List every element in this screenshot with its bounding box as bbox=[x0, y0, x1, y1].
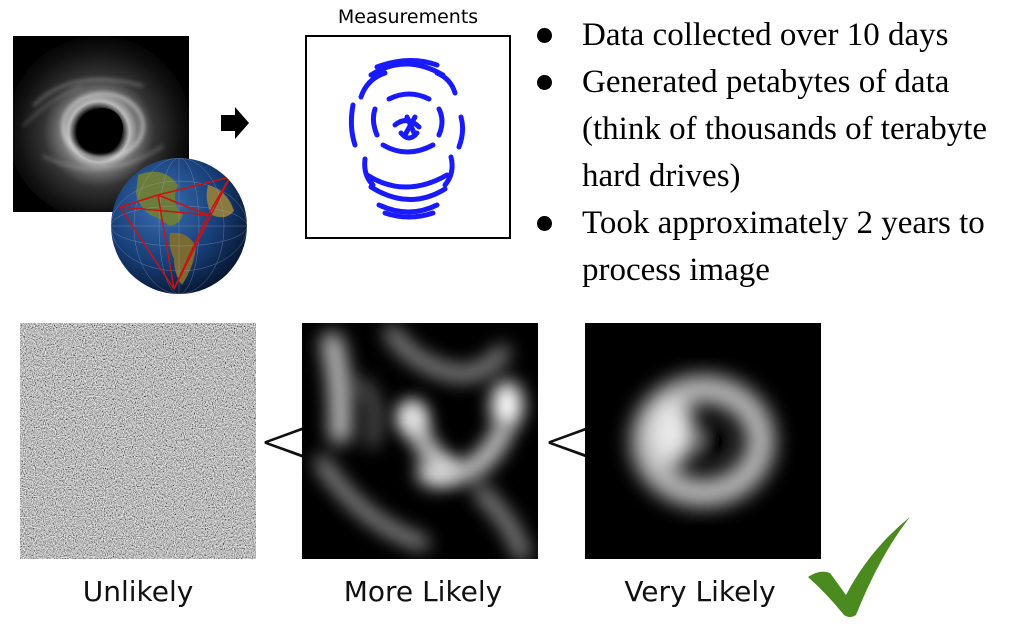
caption-very-likely: Very Likely bbox=[624, 575, 776, 608]
ring-image bbox=[585, 323, 821, 559]
bullet-item: Data collected over 10 days bbox=[535, 12, 1005, 59]
caption-unlikely: Unlikely bbox=[82, 575, 194, 608]
checkmark-icon bbox=[808, 517, 910, 617]
noise-image bbox=[20, 323, 256, 559]
measurements-plot bbox=[305, 35, 511, 239]
bullet-item: Generated petabytes of data (think of th… bbox=[535, 59, 1005, 200]
bullet-dot bbox=[537, 216, 552, 231]
bullet-list: Data collected over 10 days Generated pe… bbox=[535, 12, 1005, 294]
earth-globe-icon bbox=[111, 158, 247, 294]
blobby-image bbox=[302, 323, 538, 559]
bullet-text: Generated petabytes of data (think of th… bbox=[582, 64, 988, 194]
bullet-text: Took approximately 2 years to process im… bbox=[582, 205, 985, 288]
bullet-dot bbox=[537, 75, 552, 90]
right-arrow-icon bbox=[221, 107, 249, 139]
less-than-symbol: < bbox=[258, 404, 310, 477]
caption-more-likely: More Likely bbox=[343, 575, 503, 608]
bullet-item: Took approximately 2 years to process im… bbox=[535, 200, 1005, 294]
bullet-text: Data collected over 10 days bbox=[582, 17, 949, 53]
measurements-title: Measurements bbox=[337, 6, 479, 28]
bullet-dot bbox=[537, 28, 552, 43]
